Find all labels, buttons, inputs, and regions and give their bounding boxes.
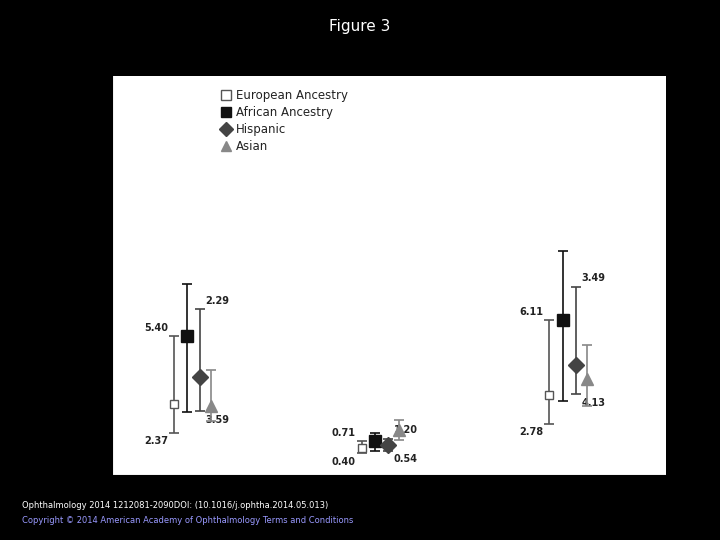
Text: 4.13: 4.13 xyxy=(582,398,606,408)
Text: 3.59: 3.59 xyxy=(206,415,230,424)
Text: 2.29: 2.29 xyxy=(206,296,230,306)
Text: 6.11: 6.11 xyxy=(520,307,544,316)
Text: 2.37: 2.37 xyxy=(144,436,168,446)
Text: 0.40: 0.40 xyxy=(332,456,356,467)
Text: 1.20: 1.20 xyxy=(394,426,418,435)
Text: Figure 3: Figure 3 xyxy=(329,19,391,34)
Text: 0.71: 0.71 xyxy=(332,428,356,438)
Text: 2.78: 2.78 xyxy=(520,427,544,437)
Text: Copyright © 2014 American Academy of Ophthalmology Terms and Conditions: Copyright © 2014 American Academy of Oph… xyxy=(22,516,353,525)
Text: 3.49: 3.49 xyxy=(582,273,606,284)
Text: 5.40: 5.40 xyxy=(144,322,168,333)
Y-axis label: Prevalence (%): Prevalence (%) xyxy=(66,223,81,328)
Text: 0.54: 0.54 xyxy=(394,454,418,464)
Text: Ophthalmology 2014 1212081-2090DOI: (10.1016/j.ophtha.2014.05.013): Ophthalmology 2014 1212081-2090DOI: (10.… xyxy=(22,501,328,510)
Legend: European Ancestry, African Ancestry, Hispanic, Asian: European Ancestry, African Ancestry, His… xyxy=(217,85,352,157)
